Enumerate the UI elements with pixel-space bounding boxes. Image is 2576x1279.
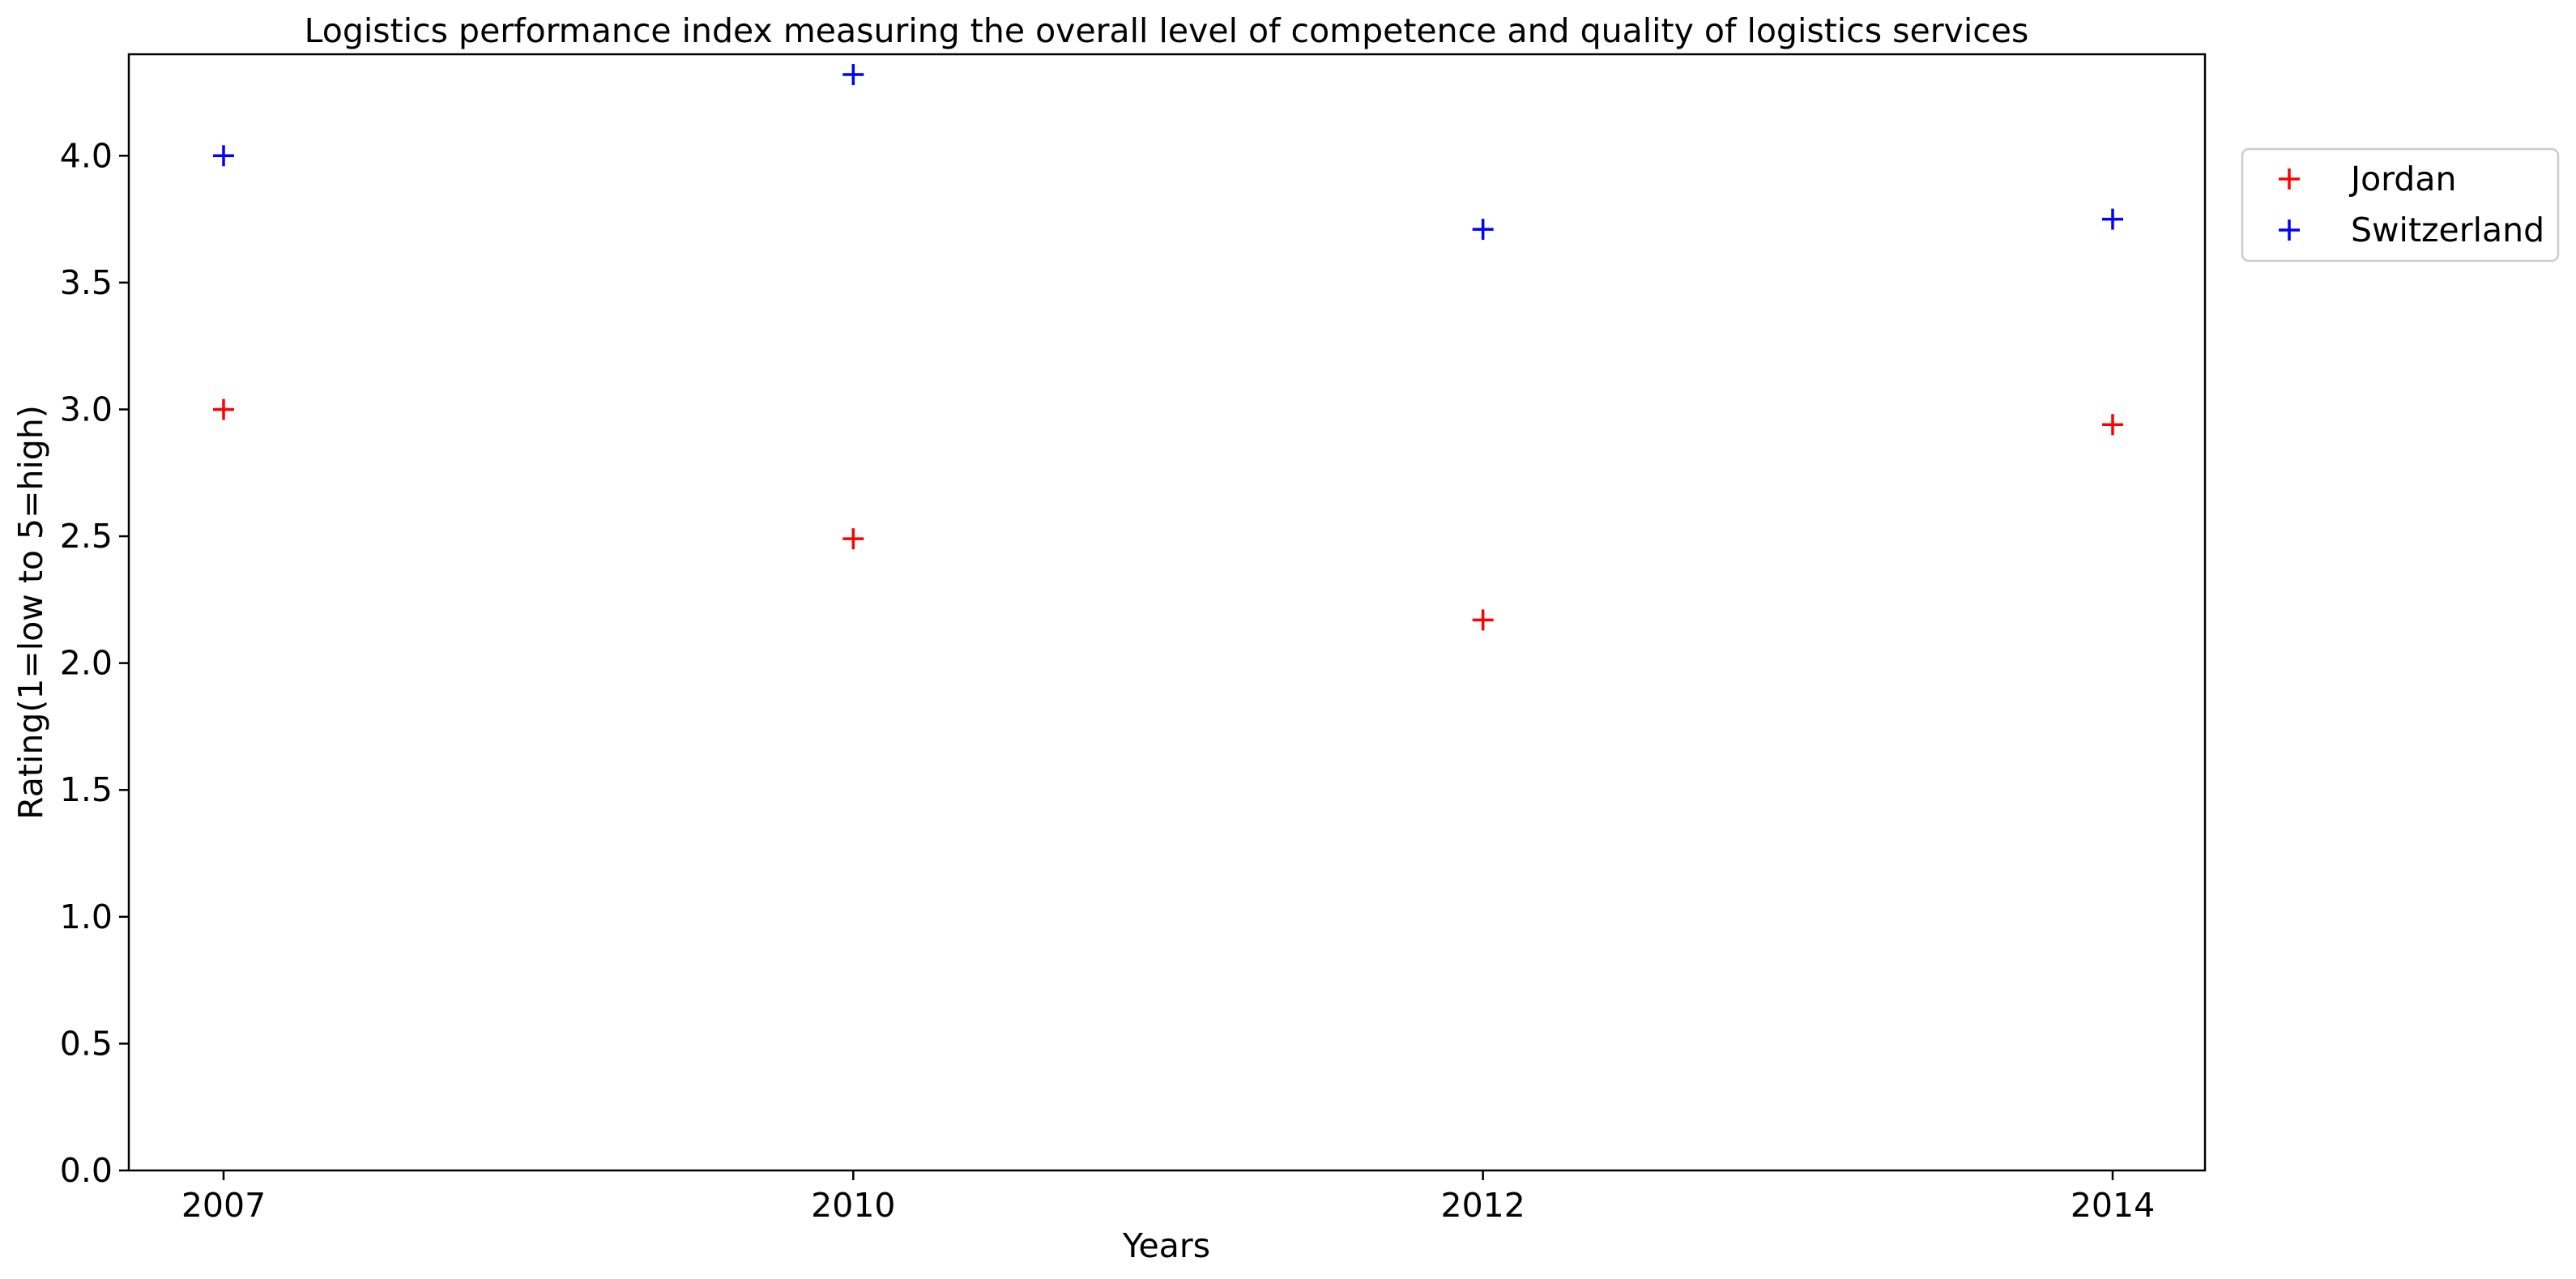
legend-label-jordan: Jordan — [2348, 160, 2456, 198]
point-switzerland-2010 — [842, 64, 864, 86]
x-tick-label: 2012 — [1440, 1186, 1525, 1225]
chart-title: Logistics performance index measuring th… — [305, 11, 2029, 50]
x-axis-label: Years — [1122, 1226, 1210, 1265]
y-tick-label: 1.0 — [60, 897, 113, 936]
y-axis-label: Rating(1=low to 5=high) — [11, 405, 50, 820]
legend-box — [2241, 147, 2560, 262]
legend-marker-switzerland — [2279, 220, 2300, 241]
plot-area — [127, 53, 2207, 1172]
legend-marker-jordan — [2279, 168, 2300, 190]
point-jordan-2012 — [1472, 609, 1494, 631]
y-tick-label: 3.5 — [60, 263, 113, 302]
point-switzerland-2007 — [213, 145, 234, 167]
y-tick-label: 3.0 — [60, 390, 113, 428]
y-tick-label: 1.5 — [60, 770, 113, 809]
x-axis: 2007 2010 2012 2014 — [181, 1170, 2155, 1225]
x-tick-label: 2014 — [2071, 1186, 2155, 1225]
point-jordan-2010 — [842, 528, 864, 550]
y-axis: 0.0 0.5 1.0 1.5 2.0 2.5 3.0 3.5 4.0 — [60, 136, 129, 1190]
legend-label-switzerland: Switzerland — [2351, 211, 2544, 249]
y-tick-label: 2.5 — [60, 517, 113, 556]
x-tick-label: 2007 — [181, 1186, 266, 1225]
point-switzerland-2014 — [2101, 208, 2123, 230]
x-tick-label: 2010 — [811, 1186, 895, 1225]
data-points — [213, 64, 2123, 631]
point-jordan-2014 — [2101, 414, 2123, 436]
y-tick-label: 0.5 — [60, 1024, 113, 1063]
point-switzerland-2012 — [1472, 219, 1494, 241]
y-tick-label: 4.0 — [60, 136, 113, 175]
y-tick-label: 2.0 — [60, 644, 113, 683]
y-tick-label: 0.0 — [60, 1151, 113, 1190]
point-jordan-2007 — [213, 399, 234, 420]
legend: Jordan Switzerland — [2241, 147, 2560, 262]
